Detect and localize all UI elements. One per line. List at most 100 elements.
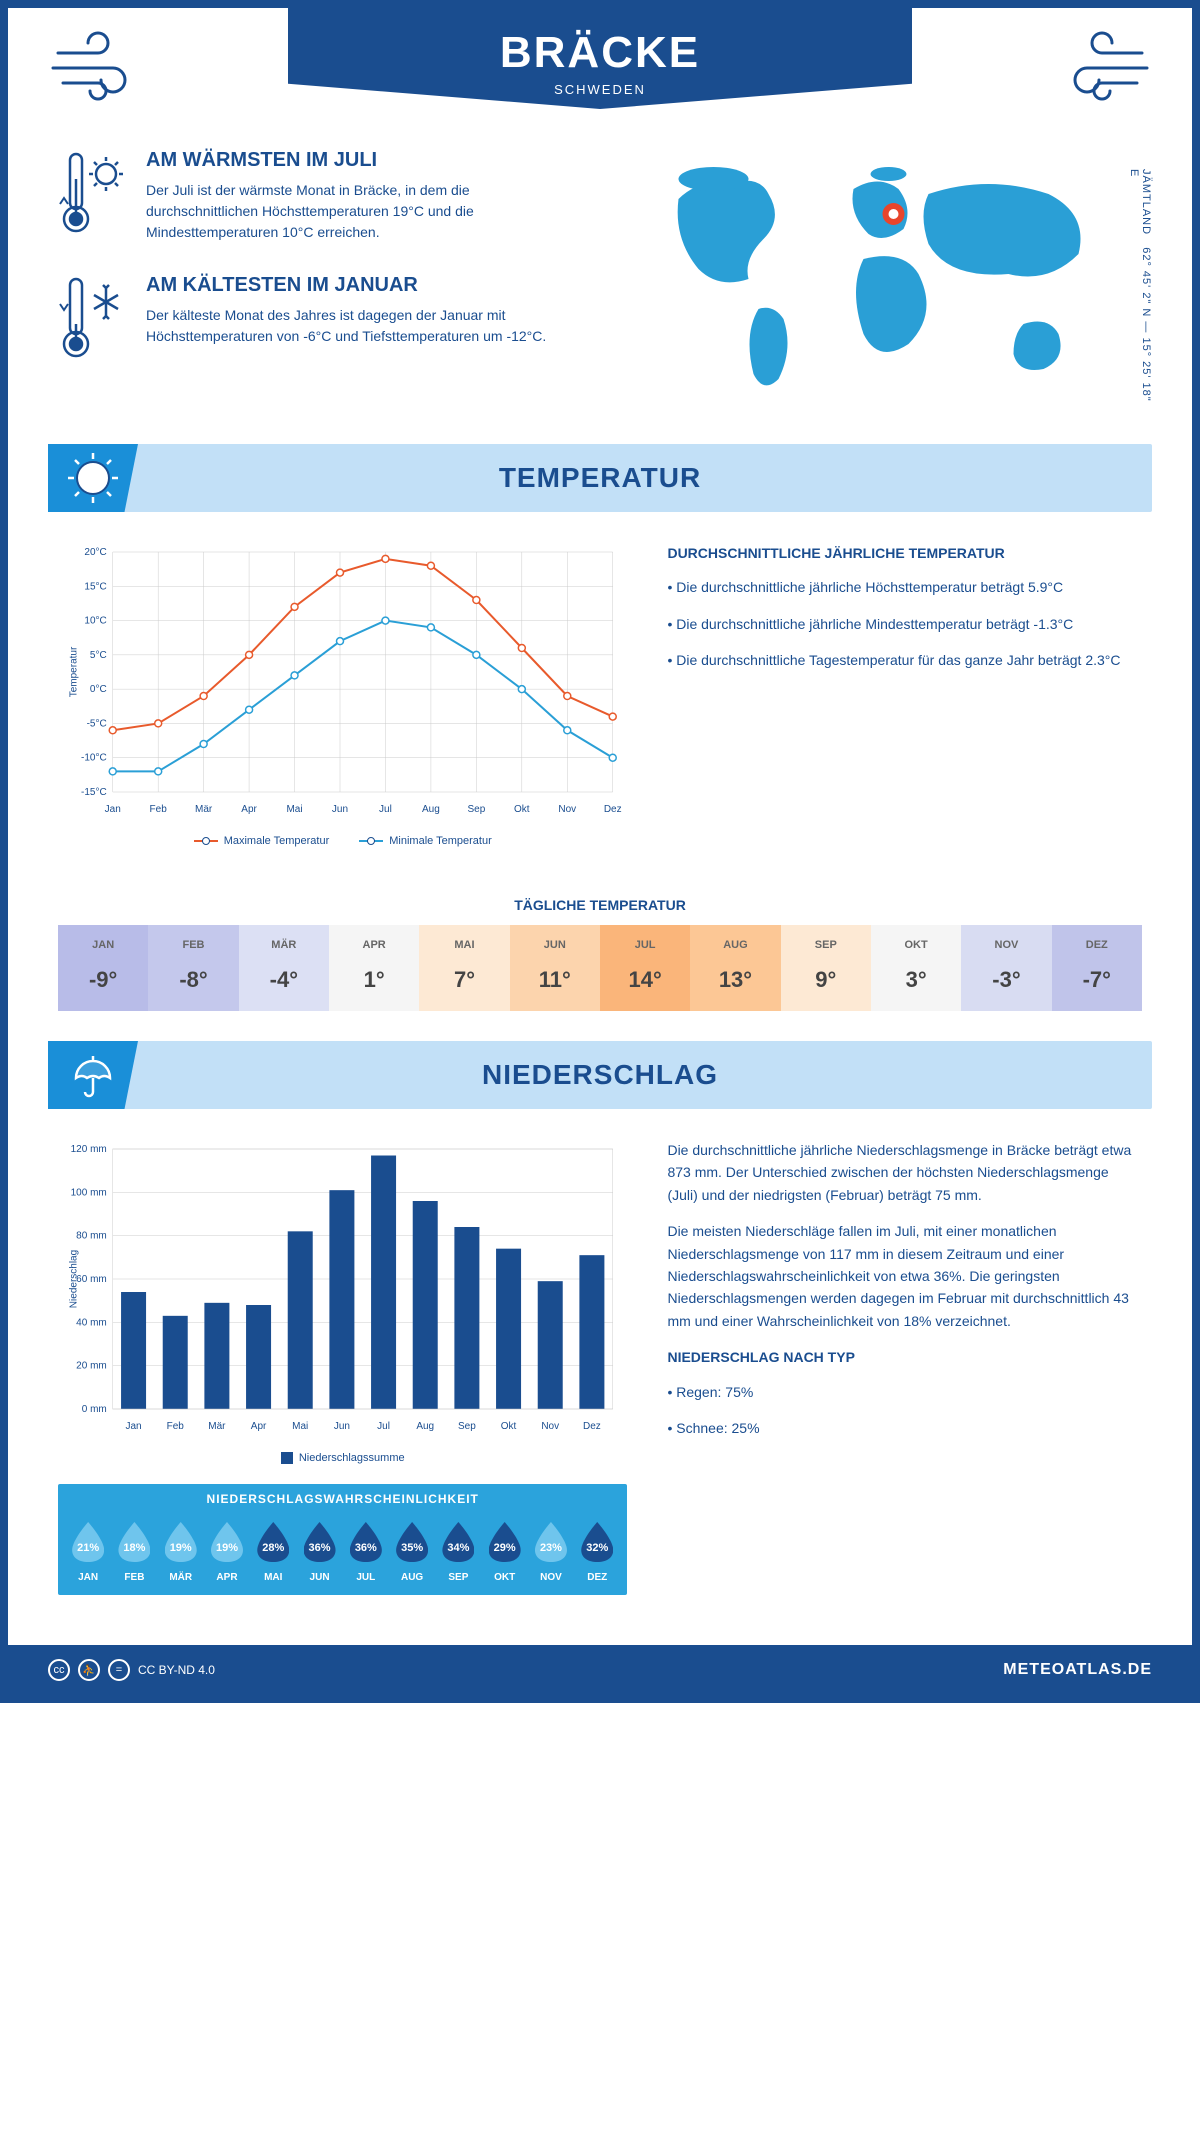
svg-text:-10°C: -10°C	[81, 753, 107, 764]
temperature-section-header: TEMPERATUR	[48, 444, 1152, 512]
precip-chart-col: 0 mm20 mm40 mm60 mm80 mm100 mm120 mmJanF…	[58, 1139, 627, 1595]
svg-text:Jul: Jul	[379, 804, 392, 815]
svg-text:Jan: Jan	[125, 1421, 141, 1432]
svg-text:Feb: Feb	[150, 804, 168, 815]
prob-cell: 36%JUN	[297, 1522, 341, 1583]
prob-cell: 21%JAN	[66, 1522, 110, 1583]
page: BRÄCKE SCHWEDEN AM WÄRMSTEN IM JULI Der …	[0, 0, 1200, 1703]
daily-cell: NOV-3°	[961, 925, 1051, 1011]
annual-bullet-2: • Die durchschnittliche Tagestemperatur …	[667, 649, 1142, 671]
fact-warm-text: Der Juli ist der wärmste Monat in Bräcke…	[146, 180, 585, 243]
daily-cell: OKT3°	[871, 925, 961, 1011]
svg-text:Okt: Okt	[514, 804, 530, 815]
daily-cell: AUG13°	[690, 925, 780, 1011]
svg-text:Nov: Nov	[558, 804, 576, 815]
svg-text:Jun: Jun	[332, 804, 348, 815]
temp-chart-col: -15°C -10°C -5°C 0°C 5°C 10°C 15°C 20°C Jan Feb Mä…	[58, 542, 627, 847]
map-marker-icon	[883, 203, 905, 225]
country-subtitle: SCHWEDEN	[288, 82, 912, 97]
daily-cell: JAN-9°	[58, 925, 148, 1011]
precip-text-col: Die durchschnittliche jährliche Niedersc…	[667, 1139, 1142, 1595]
temperature-body: -15°C -10°C -5°C 0°C 5°C 10°C 15°C 20°C Jan Feb Mä…	[8, 512, 1192, 877]
prob-cell: 34%SEP	[436, 1522, 480, 1583]
thermometer-sun-icon	[58, 149, 128, 244]
svg-text:100 mm: 100 mm	[71, 1187, 107, 1198]
svg-text:Aug: Aug	[422, 804, 440, 815]
site-name: METEOATLAS.DE	[1003, 1661, 1152, 1679]
temp-legend: Maximale Temperatur Minimale Temperatur	[58, 835, 627, 847]
svg-text:Feb: Feb	[167, 1421, 185, 1432]
prob-title: NIEDERSCHLAGSWAHRSCHEINLICHKEIT	[58, 1484, 627, 1514]
map-column: JÄMTLAND 62° 45' 2" N — 15° 25' 18" E	[615, 149, 1142, 414]
legend-max: Maximale Temperatur	[194, 835, 330, 847]
precip-text-1: Die durchschnittliche jährliche Niedersc…	[667, 1139, 1142, 1206]
temp-title: TEMPERATUR	[48, 462, 1152, 494]
wind-icon-left	[48, 28, 148, 113]
svg-text:Mär: Mär	[208, 1421, 226, 1432]
svg-text:Aug: Aug	[416, 1421, 434, 1432]
daily-cell: MÄR-4°	[239, 925, 329, 1011]
facts-column: AM WÄRMSTEN IM JULI Der Juli ist der wär…	[58, 149, 585, 414]
svg-text:20°C: 20°C	[84, 547, 106, 558]
prob-cell: 18%FEB	[112, 1522, 156, 1583]
svg-text:Jul: Jul	[377, 1421, 390, 1432]
svg-text:5°C: 5°C	[90, 650, 107, 661]
fact-warmest: AM WÄRMSTEN IM JULI Der Juli ist der wär…	[58, 149, 585, 244]
cc-icon: cc	[48, 1659, 70, 1681]
sun-icon	[48, 444, 138, 512]
daily-cell: SEP9°	[781, 925, 871, 1011]
prob-cell: 35%AUG	[390, 1522, 434, 1583]
svg-text:-5°C: -5°C	[87, 718, 107, 729]
prob-cell: 19%APR	[205, 1522, 249, 1583]
prob-cell: 32%DEZ	[575, 1522, 619, 1583]
daily-temp-title: TÄGLICHE TEMPERATUR	[8, 897, 1192, 913]
prob-cell: 19%MÄR	[159, 1522, 203, 1583]
legend-min: Minimale Temperatur	[359, 835, 492, 847]
precip-type-title: NIEDERSCHLAG NACH TYP	[667, 1346, 1142, 1368]
footer: cc ⛹ = CC BY-ND 4.0 METEOATLAS.DE	[8, 1645, 1192, 1695]
daily-cell: FEB-8°	[148, 925, 238, 1011]
precip-type-1: • Schnee: 25%	[667, 1417, 1142, 1439]
city-title: BRÄCKE	[288, 28, 912, 78]
svg-text:Jun: Jun	[334, 1421, 350, 1432]
svg-text:Okt: Okt	[501, 1421, 517, 1432]
umbrella-icon	[48, 1041, 138, 1109]
svg-text:Jan: Jan	[105, 804, 121, 815]
precip-title: NIEDERSCHLAG	[48, 1059, 1152, 1091]
svg-text:120 mm: 120 mm	[71, 1144, 107, 1155]
probability-grid: 21%JAN18%FEB19%MÄR19%APR28%MAI36%JUN36%J…	[58, 1514, 627, 1595]
svg-text:Mär: Mär	[195, 804, 213, 815]
svg-text:80 mm: 80 mm	[76, 1231, 107, 1242]
fact-coldest: AM KÄLTESTEN IM JANUAR Der kälteste Mona…	[58, 274, 585, 369]
svg-text:Apr: Apr	[251, 1421, 267, 1432]
prob-cell: 23%NOV	[529, 1522, 573, 1583]
prob-cell: 28%MAI	[251, 1522, 295, 1583]
intro-section: AM WÄRMSTEN IM JULI Der Juli ist der wär…	[8, 109, 1192, 444]
license: cc ⛹ = CC BY-ND 4.0	[48, 1659, 215, 1681]
svg-text:0°C: 0°C	[90, 684, 107, 695]
svg-text:40 mm: 40 mm	[76, 1317, 107, 1328]
fact-cold-title: AM KÄLTESTEN IM JANUAR	[146, 274, 585, 297]
prob-cell: 29%OKT	[483, 1522, 527, 1583]
wind-icon-right	[1052, 28, 1152, 113]
svg-text:Apr: Apr	[241, 804, 257, 815]
annual-bullet-0: • Die durchschnittliche jährliche Höchst…	[667, 576, 1142, 598]
svg-text:Nov: Nov	[541, 1421, 559, 1432]
header-wrap: BRÄCKE SCHWEDEN	[8, 8, 1192, 109]
precip-text-2: Die meisten Niederschläge fallen im Juli…	[667, 1220, 1142, 1332]
precipitation-section-header: NIEDERSCHLAG	[48, 1041, 1152, 1109]
thermometer-snow-icon	[58, 274, 128, 369]
annual-temp-title: DURCHSCHNITTLICHE JÄHRLICHE TEMPERATUR	[667, 542, 1142, 564]
svg-text:Dez: Dez	[583, 1421, 601, 1432]
fact-cold-text: Der kälteste Monat des Jahres ist dagege…	[146, 305, 585, 347]
svg-text:Niederschlag: Niederschlag	[69, 1250, 80, 1308]
daily-cell: JUL14°	[600, 925, 690, 1011]
precip-legend: Niederschlagssumme	[58, 1452, 627, 1464]
daily-cell: MAI7°	[419, 925, 509, 1011]
svg-text:10°C: 10°C	[84, 616, 106, 627]
svg-text:-15°C: -15°C	[81, 787, 107, 798]
nd-icon: =	[108, 1659, 130, 1681]
svg-text:Mai: Mai	[292, 1421, 308, 1432]
daily-cell: DEZ-7°	[1052, 925, 1142, 1011]
svg-text:15°C: 15°C	[84, 581, 106, 592]
